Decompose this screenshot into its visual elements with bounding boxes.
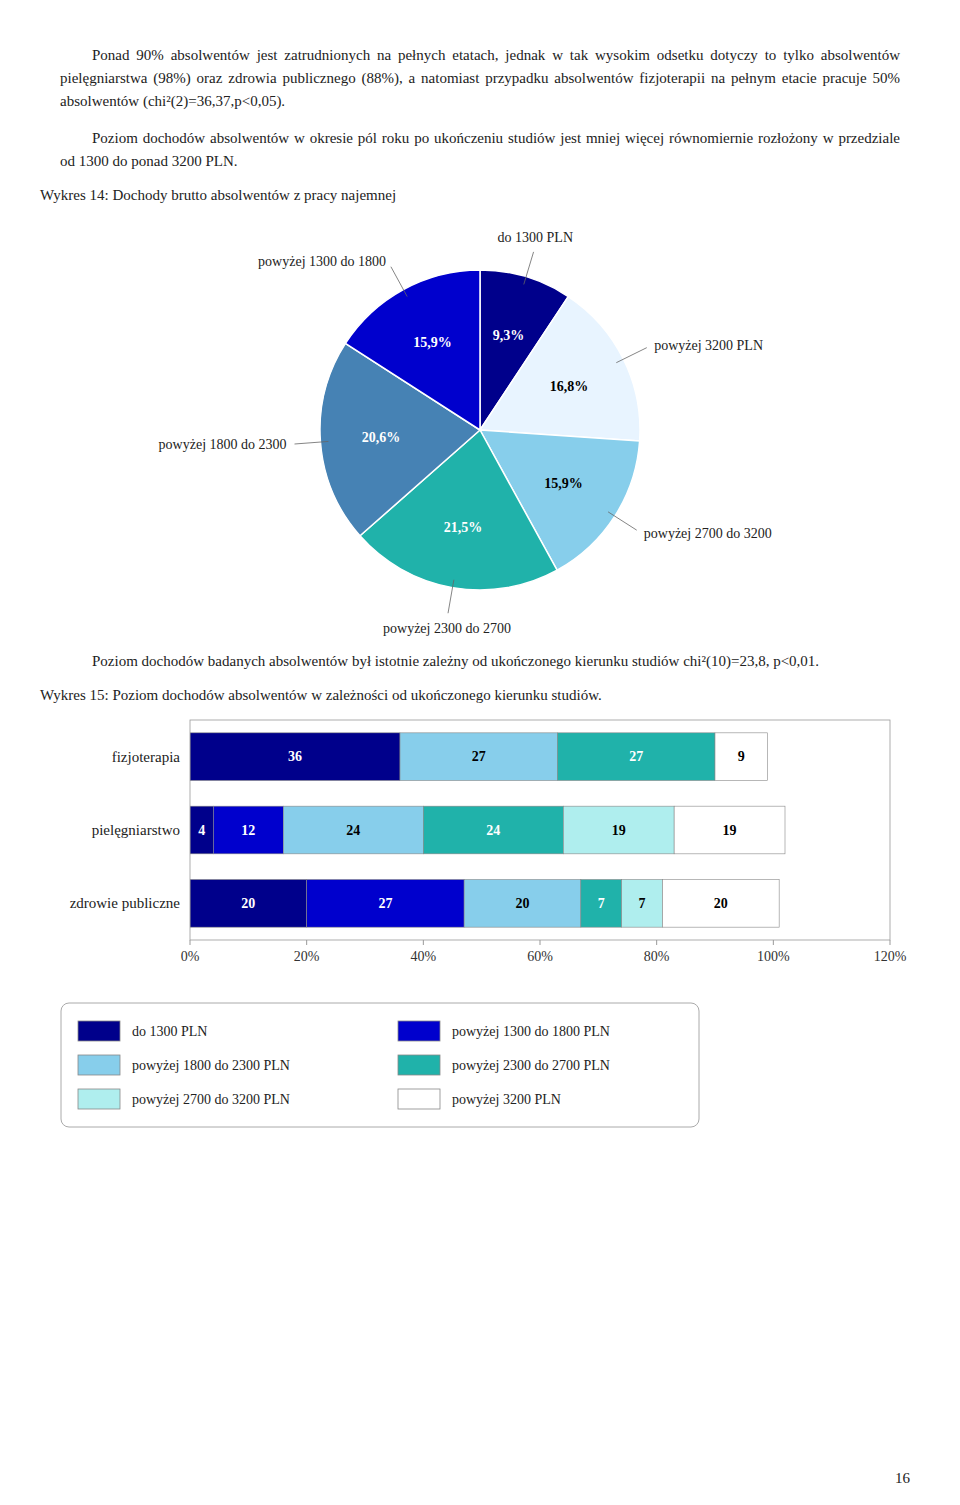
- category-label: zdrowie publiczne: [70, 895, 181, 911]
- bar-segment: [464, 880, 581, 928]
- chart-title: Wykres 15: Poziom dochodów absolwentów w…: [40, 687, 920, 704]
- data-label: 15,9%: [544, 476, 583, 491]
- spacer: [0, 0, 960, 44]
- leader-line: [295, 441, 329, 444]
- data-label: 20: [714, 896, 728, 911]
- category-label: powyżej 3200 PLN: [654, 338, 763, 353]
- category-label: powyżej 2700 do 3200: [644, 526, 772, 541]
- legend-swatch: [398, 1089, 440, 1109]
- data-labels: 36 27 27 9 4 12 24 24 19 19 20 27 20 7 7 20: [198, 749, 745, 911]
- data-label: 20: [516, 896, 530, 911]
- legend-entry: powyżej 2700 do 3200 PLN: [132, 1092, 290, 1107]
- tick-mark: [656, 940, 657, 945]
- legend-entry: powyżej 1800 do 2300 PLN: [132, 1058, 290, 1073]
- legend: do 1300 PLN powyżej 1300 do 1800 PLN powyż…: [60, 1002, 700, 1128]
- data-label: 9: [738, 749, 745, 764]
- data-label: 27: [629, 749, 643, 764]
- bar-segment: [283, 806, 423, 854]
- data-label: 24: [346, 823, 360, 838]
- tick-label: 0%: [181, 949, 200, 964]
- data-label: 36: [288, 749, 302, 764]
- leader-line: [448, 580, 454, 613]
- legend-swatch: [78, 1055, 120, 1075]
- bar-chart: 36 27 27 9 4 12 24 24 19 19 20 27 20 7 7 20 fizjoterapia…: [40, 710, 920, 980]
- tick-label: 40%: [410, 949, 436, 964]
- plot-frame: [190, 720, 890, 940]
- tick-mark: [540, 940, 541, 945]
- data-label: 21,5%: [444, 520, 483, 535]
- data-label: 19: [723, 823, 737, 838]
- bar-segment: [715, 733, 768, 781]
- tick-label: 20%: [294, 949, 320, 964]
- data-label: 24: [486, 823, 500, 838]
- data-label: 20: [241, 896, 255, 911]
- tick-label: 100%: [757, 949, 790, 964]
- data-label: 16,8%: [550, 379, 589, 394]
- tick-mark: [306, 940, 307, 945]
- category-label: powyżej 2300 do 2700: [383, 621, 511, 636]
- chart-title: Wykres 14: Dochody brutto absolwentów z …: [40, 187, 920, 204]
- data-label: 27: [472, 749, 486, 764]
- bar-segment: [674, 806, 785, 854]
- bar-segment: [307, 880, 465, 928]
- legend-entry: powyżej 1300 do 1800 PLN: [452, 1024, 610, 1039]
- paragraph: Poziom dochodów badanych absolwentów był…: [60, 650, 900, 673]
- legend-swatch: [398, 1021, 440, 1041]
- legend-entry: do 1300 PLN: [132, 1024, 207, 1039]
- data-label: 4: [198, 823, 205, 838]
- legend-swatch: [78, 1021, 120, 1041]
- bar-segment: [400, 733, 558, 781]
- category-label: fizjoterapia: [112, 749, 181, 765]
- labels: 9,3% do 1300 PLN 16,8% powyżej 3200 PLN 15,9…: [159, 230, 772, 636]
- tick-mark: [423, 940, 424, 945]
- tick-mark: [773, 940, 774, 945]
- data-label: 7: [639, 896, 646, 911]
- pie-slice: [345, 270, 480, 430]
- bar-segment: [190, 806, 213, 854]
- bar-segment: [558, 733, 716, 781]
- bar-segment: [663, 880, 780, 928]
- bar-segment: [563, 806, 674, 854]
- category-label: powyżej 1300 do 1800: [258, 254, 386, 269]
- paragraph: Ponad 90% absolwentów jest zatrudnionych…: [60, 44, 900, 113]
- leader-line: [616, 348, 646, 363]
- tick-mark: [190, 940, 191, 945]
- data-label: 27: [378, 896, 392, 911]
- leader-line: [524, 252, 534, 285]
- legend-entry: powyżej 2300 do 2700 PLN: [452, 1058, 610, 1073]
- legend-swatch: [78, 1089, 120, 1109]
- data-label: 19: [612, 823, 626, 838]
- data-label: 7: [598, 896, 605, 911]
- legend-entry: powyżej 3200 PLN: [452, 1092, 561, 1107]
- bar-segment: [190, 880, 307, 928]
- tick-label: 80%: [644, 949, 670, 964]
- category-label: powyżej 1800 do 2300: [159, 437, 287, 452]
- data-label: 9,3%: [493, 328, 525, 343]
- legend-box: [61, 1003, 699, 1127]
- bar-segment: [581, 880, 622, 928]
- bar-segment: [622, 880, 663, 928]
- pie-chart: 9,3% do 1300 PLN 16,8% powyżej 3200 PLN 15,9…: [40, 210, 920, 650]
- bar-segment: [423, 806, 563, 854]
- data-label: 12: [241, 823, 255, 838]
- pie-slice: [480, 297, 640, 442]
- data-label: 15,9%: [413, 335, 452, 350]
- leader-line: [391, 267, 407, 297]
- category-label: pielęgniarstwo: [92, 822, 180, 838]
- tick-label: 120%: [874, 949, 907, 964]
- tick-label: 60%: [527, 949, 553, 964]
- tick-mark: [890, 940, 891, 945]
- leader-line: [608, 512, 637, 530]
- category-label: do 1300 PLN: [498, 230, 573, 245]
- data-label: 20,6%: [362, 430, 401, 445]
- slices: [320, 270, 640, 590]
- page-number: 16: [895, 1470, 910, 1487]
- paragraph: Poziom dochodów absolwentów w okresie pó…: [60, 127, 900, 173]
- bar-segment: [190, 733, 400, 781]
- legend-swatch: [398, 1055, 440, 1075]
- bar-segment: [213, 806, 283, 854]
- bars: [190, 733, 785, 927]
